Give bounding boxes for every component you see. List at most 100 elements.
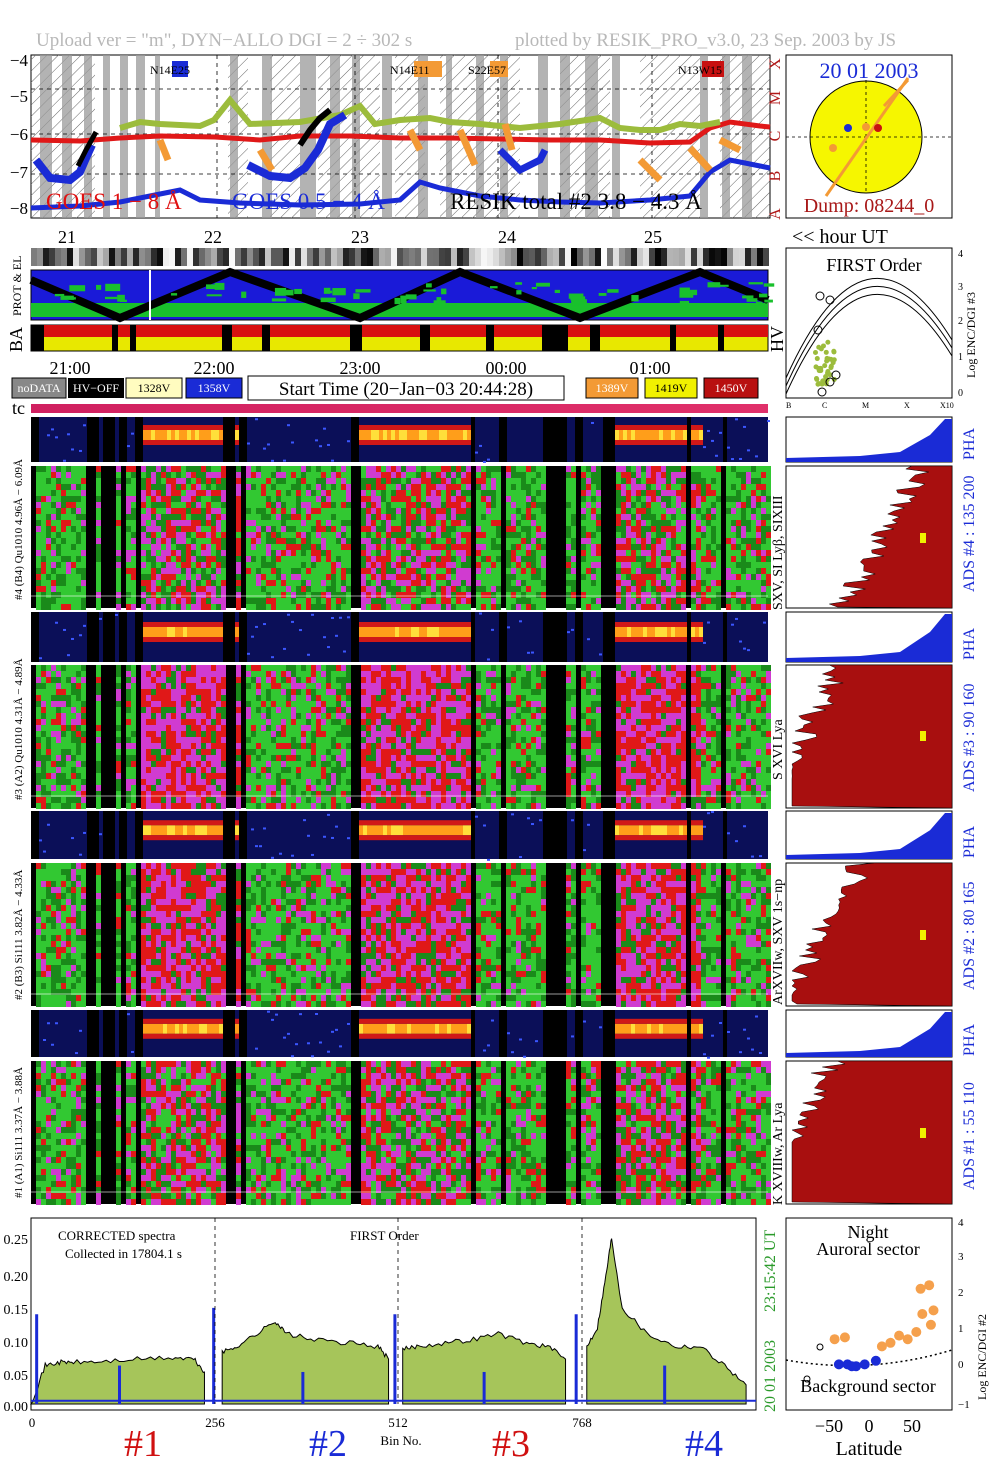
spectrogram-cell (96, 490, 101, 496)
pha-active-cell (423, 627, 427, 637)
spectrogram-cell (81, 478, 86, 484)
spectrogram-cell (206, 538, 211, 544)
hour-unit-label: << hour UT (792, 226, 888, 248)
spectrogram-cell (46, 532, 51, 538)
spectrogram-cell (766, 568, 771, 574)
spectrogram-cell (311, 532, 316, 538)
spectrogram-cell (761, 550, 766, 556)
pha-active-edge-top (411, 425, 415, 430)
spectrogram-cell (701, 496, 706, 502)
spectrogram-cell (81, 737, 86, 743)
pha-active-cell (647, 627, 651, 637)
spectrogram-cell (66, 568, 71, 574)
spectrogram-cell (406, 604, 411, 610)
spectrogram-cell (286, 526, 291, 532)
spectrogram-cell (156, 508, 161, 514)
spectrogram-cell (291, 574, 296, 580)
pha-active-edge-top (659, 622, 663, 627)
pha-active-edge-bottom (411, 440, 415, 445)
spectrogram-cell (266, 514, 271, 520)
spectrogram-cell (626, 520, 631, 526)
spectrogram-cell (56, 737, 61, 743)
spectrogram-cell (341, 478, 346, 484)
spectrogram-cell (346, 598, 351, 604)
spectrogram-cell (261, 472, 266, 478)
spectrogram-cell (326, 466, 331, 472)
spectrogram-cell (301, 695, 306, 701)
spectrogram-cell (131, 755, 136, 761)
spectrogram-cell (251, 604, 256, 610)
spectrogram-cell (181, 568, 186, 574)
pha-active-edge-top (695, 425, 699, 430)
spectrogram-cell (336, 568, 341, 574)
spectrogram-cell (326, 484, 331, 490)
spectrogram-cell (246, 749, 251, 755)
spectrogram-cell (406, 568, 411, 574)
pha-active-edge-top (615, 425, 619, 430)
spectrogram-cell (441, 538, 446, 544)
pha-active-cell (383, 430, 387, 440)
spectrogram-cell (741, 466, 746, 472)
spectrogram-cell (151, 665, 156, 671)
spectrogram-cell (171, 779, 176, 785)
spectrogram-cell (126, 803, 131, 809)
spectrogram-cell (536, 544, 541, 550)
spectrogram-cell (761, 484, 766, 490)
spectrogram-cell (451, 538, 456, 544)
spectrogram-cell (236, 779, 241, 785)
spectrogram-cell (71, 562, 76, 568)
spectrogram-cell (746, 544, 751, 550)
spectrogram-cell (246, 574, 251, 580)
spectrogram-cell (256, 508, 261, 514)
spectrogram-cell (211, 695, 216, 701)
spectrogram-cell (436, 550, 441, 556)
spectrogram-cell (271, 779, 276, 785)
spectrogram-cell (191, 683, 196, 689)
spectrogram-cell (266, 550, 271, 556)
prot-el-blob (278, 289, 294, 296)
spectrogram-cell (296, 665, 301, 671)
spectrogram-cell (326, 520, 331, 526)
orange-flare-segment-5 (637, 157, 663, 183)
spectrogram-cell (466, 580, 471, 586)
pha-active-edge-top (151, 425, 155, 430)
spectrogram-cell (641, 586, 646, 592)
pha-active-edge-top (179, 622, 183, 627)
spectrogram-cell (376, 478, 381, 484)
spectrogram-cell (526, 544, 531, 550)
gray-strip-cell (595, 248, 601, 266)
spectrogram-cell (696, 520, 701, 526)
spectrogram-cell (81, 472, 86, 478)
spectrogram-cell (126, 791, 131, 797)
spectrogram-cell (326, 514, 331, 520)
spectrogram-cell (706, 466, 711, 472)
spectrogram-cell (81, 773, 86, 779)
spectrogram-cell (691, 472, 696, 478)
pha-active-edge-bottom (167, 637, 171, 642)
pha-active-edge-bottom (163, 440, 167, 445)
spectrogram-cell (156, 472, 161, 478)
spectrogram-cell (646, 550, 651, 556)
pha-active-edge-bottom (163, 637, 167, 642)
spectrogram-cell (746, 538, 751, 544)
spectrogram-cell (566, 526, 571, 532)
spectrogram-cell (661, 490, 666, 496)
spectrogram-cell (66, 773, 71, 779)
spectrogram-cell (176, 761, 181, 767)
spectrogram-cell (56, 773, 61, 779)
spectrogram-cell (381, 466, 386, 472)
spectrogram-cell (36, 538, 41, 544)
spectrogram-cell (541, 478, 546, 484)
spectrogram-cell (316, 472, 321, 478)
spectrogram-cell (96, 797, 101, 803)
spectrogram-cell (266, 683, 271, 689)
spectrogram-cell (626, 484, 631, 490)
pha-active-edge-top (215, 425, 219, 430)
spectrogram-cell (386, 544, 391, 550)
spectrogram-cell (366, 556, 371, 562)
spectrogram-cell (81, 604, 86, 610)
spectrogram-cell (76, 502, 81, 508)
spectrogram-cell (661, 532, 666, 538)
spectrogram-cell (36, 665, 41, 671)
spectrogram-cell (81, 689, 86, 695)
